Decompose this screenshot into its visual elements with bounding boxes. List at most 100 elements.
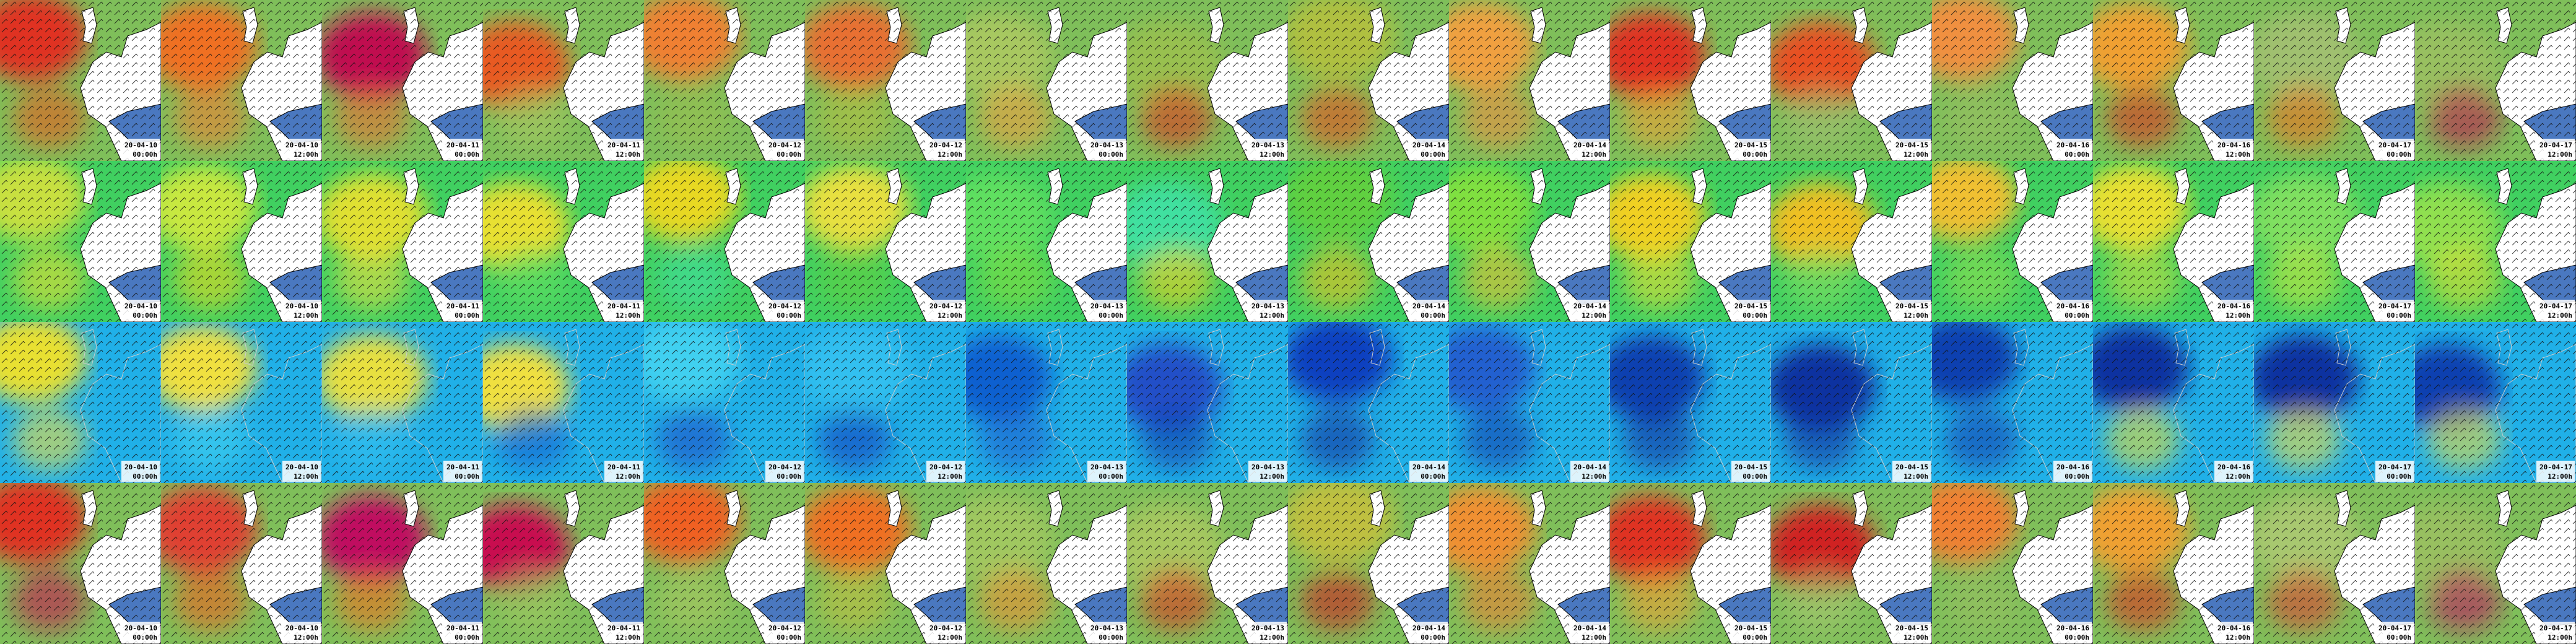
time-label: 00:00h [1421,150,1445,159]
time-label: 00:00h [2065,311,2089,320]
date-label: 20-04-11 [446,624,479,632]
label-box [604,461,643,482]
time-label: 12:00h [1904,633,1928,642]
wind-barbs [1449,0,1610,161]
label-box [1248,300,1287,321]
label-box [1892,622,1931,643]
label-box [1892,139,1931,160]
wind-barbs [1449,161,1610,322]
time-label: 00:00h [455,472,479,481]
date-label: 20-04-14 [1412,463,1445,471]
label-box [1570,461,1609,482]
time-label: 00:00h [777,311,801,320]
time-label: 12:00h [616,472,640,481]
date-label: 20-04-11 [607,141,640,149]
date-label: 20-04-11 [446,141,479,149]
label-box [926,139,965,160]
date-label: 20-04-16 [2056,302,2089,310]
time-label: 12:00h [1582,150,1606,159]
time-label: 12:00h [2548,633,2572,642]
wind-barbs [483,322,644,483]
label-box [2375,622,2414,643]
wind-barbs [1610,322,1771,483]
date-label: 20-04-12 [929,302,962,310]
wind-barbs [0,483,161,644]
wind-barbs [805,483,966,644]
wind-barbs [1771,483,1932,644]
time-label: 00:00h [2387,150,2411,159]
date-label: 20-04-15 [1734,463,1767,471]
time-label: 12:00h [1904,472,1928,481]
label-box [2536,622,2575,643]
time-label: 00:00h [2065,150,2089,159]
wind-barbs [2254,161,2415,322]
label-box [2214,139,2253,160]
wind-barbs [1610,161,1771,322]
label-box [2375,139,2414,160]
label-box [765,461,804,482]
date-label: 20-04-12 [768,141,801,149]
time-label: 12:00h [1260,311,1284,320]
date-label: 20-04-15 [1734,141,1767,149]
label-box [1087,300,1126,321]
wind-barbs [1288,322,1449,483]
date-label: 20-04-16 [2217,463,2250,471]
wind-barbs [483,483,644,644]
wind-barbs [322,161,483,322]
wind-barbs [2093,322,2254,483]
date-label: 20-04-13 [1090,463,1123,471]
time-label: 12:00h [2226,633,2250,642]
label-box [1409,622,1448,643]
wind-barbs [161,0,322,161]
label-box [121,300,160,321]
date-label: 20-04-13 [1090,624,1123,632]
date-label: 20-04-10 [124,141,157,149]
time-label: 00:00h [1099,633,1123,642]
time-label: 12:00h [938,472,962,481]
wind-barbs [2415,0,2576,161]
wind-barbs [1127,322,1288,483]
label-box [1892,300,1931,321]
label-box [1087,461,1126,482]
date-label: 20-04-10 [285,463,318,471]
label-box [282,300,321,321]
time-label: 00:00h [133,633,157,642]
time-label: 12:00h [1904,150,1928,159]
wind-barbs [2254,322,2415,483]
date-label: 20-04-17 [2539,141,2572,149]
wind-barbs [1288,483,1449,644]
date-label: 20-04-15 [1895,624,1928,632]
time-label: 12:00h [2226,150,2250,159]
wind-barbs [1932,322,2093,483]
wind-barbs [966,322,1127,483]
time-label: 12:00h [1260,150,1284,159]
wind-barbs [1932,0,2093,161]
wind-barbs [644,322,805,483]
wind-barbs [2254,483,2415,644]
wind-barbs [1449,322,1610,483]
date-label: 20-04-17 [2539,624,2572,632]
time-label: 00:00h [1743,150,1767,159]
time-label: 12:00h [938,150,962,159]
time-label: 00:00h [2065,472,2089,481]
date-label: 20-04-12 [768,624,801,632]
wind-barbs [1288,0,1449,161]
date-label: 20-04-11 [446,302,479,310]
